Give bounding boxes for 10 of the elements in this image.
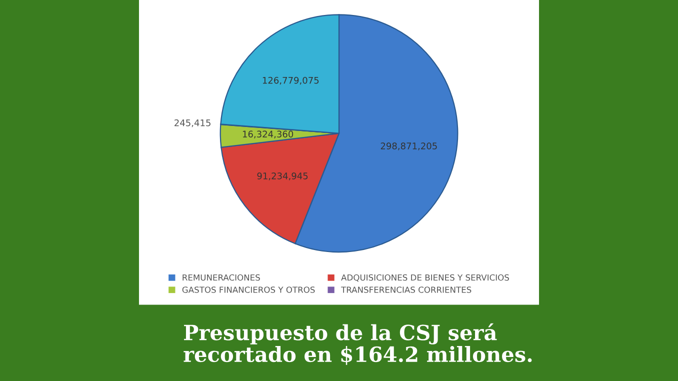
legend-label: GASTOS FINANCIEROS Y OTROS — [182, 286, 315, 293]
data-label: 91,234,945 — [257, 172, 308, 180]
legend-label: ADQUISICIONES DE BIENES Y SERVICIOS — [341, 274, 509, 282]
data-label: 16,324,360 — [242, 130, 294, 138]
data-label: 126,779,075 — [262, 76, 319, 85]
data-label: 245,415 — [174, 119, 210, 128]
text: Presupuesto de la CSJ será recortado en $164.2 millones. — [184, 323, 532, 365]
data-label: 298,871,205 — [380, 142, 437, 150]
legend-label: TRANSFERENCIAS CORRIENTES — [341, 286, 472, 293]
legend-label: REMUNERACIONES — [182, 274, 260, 281]
